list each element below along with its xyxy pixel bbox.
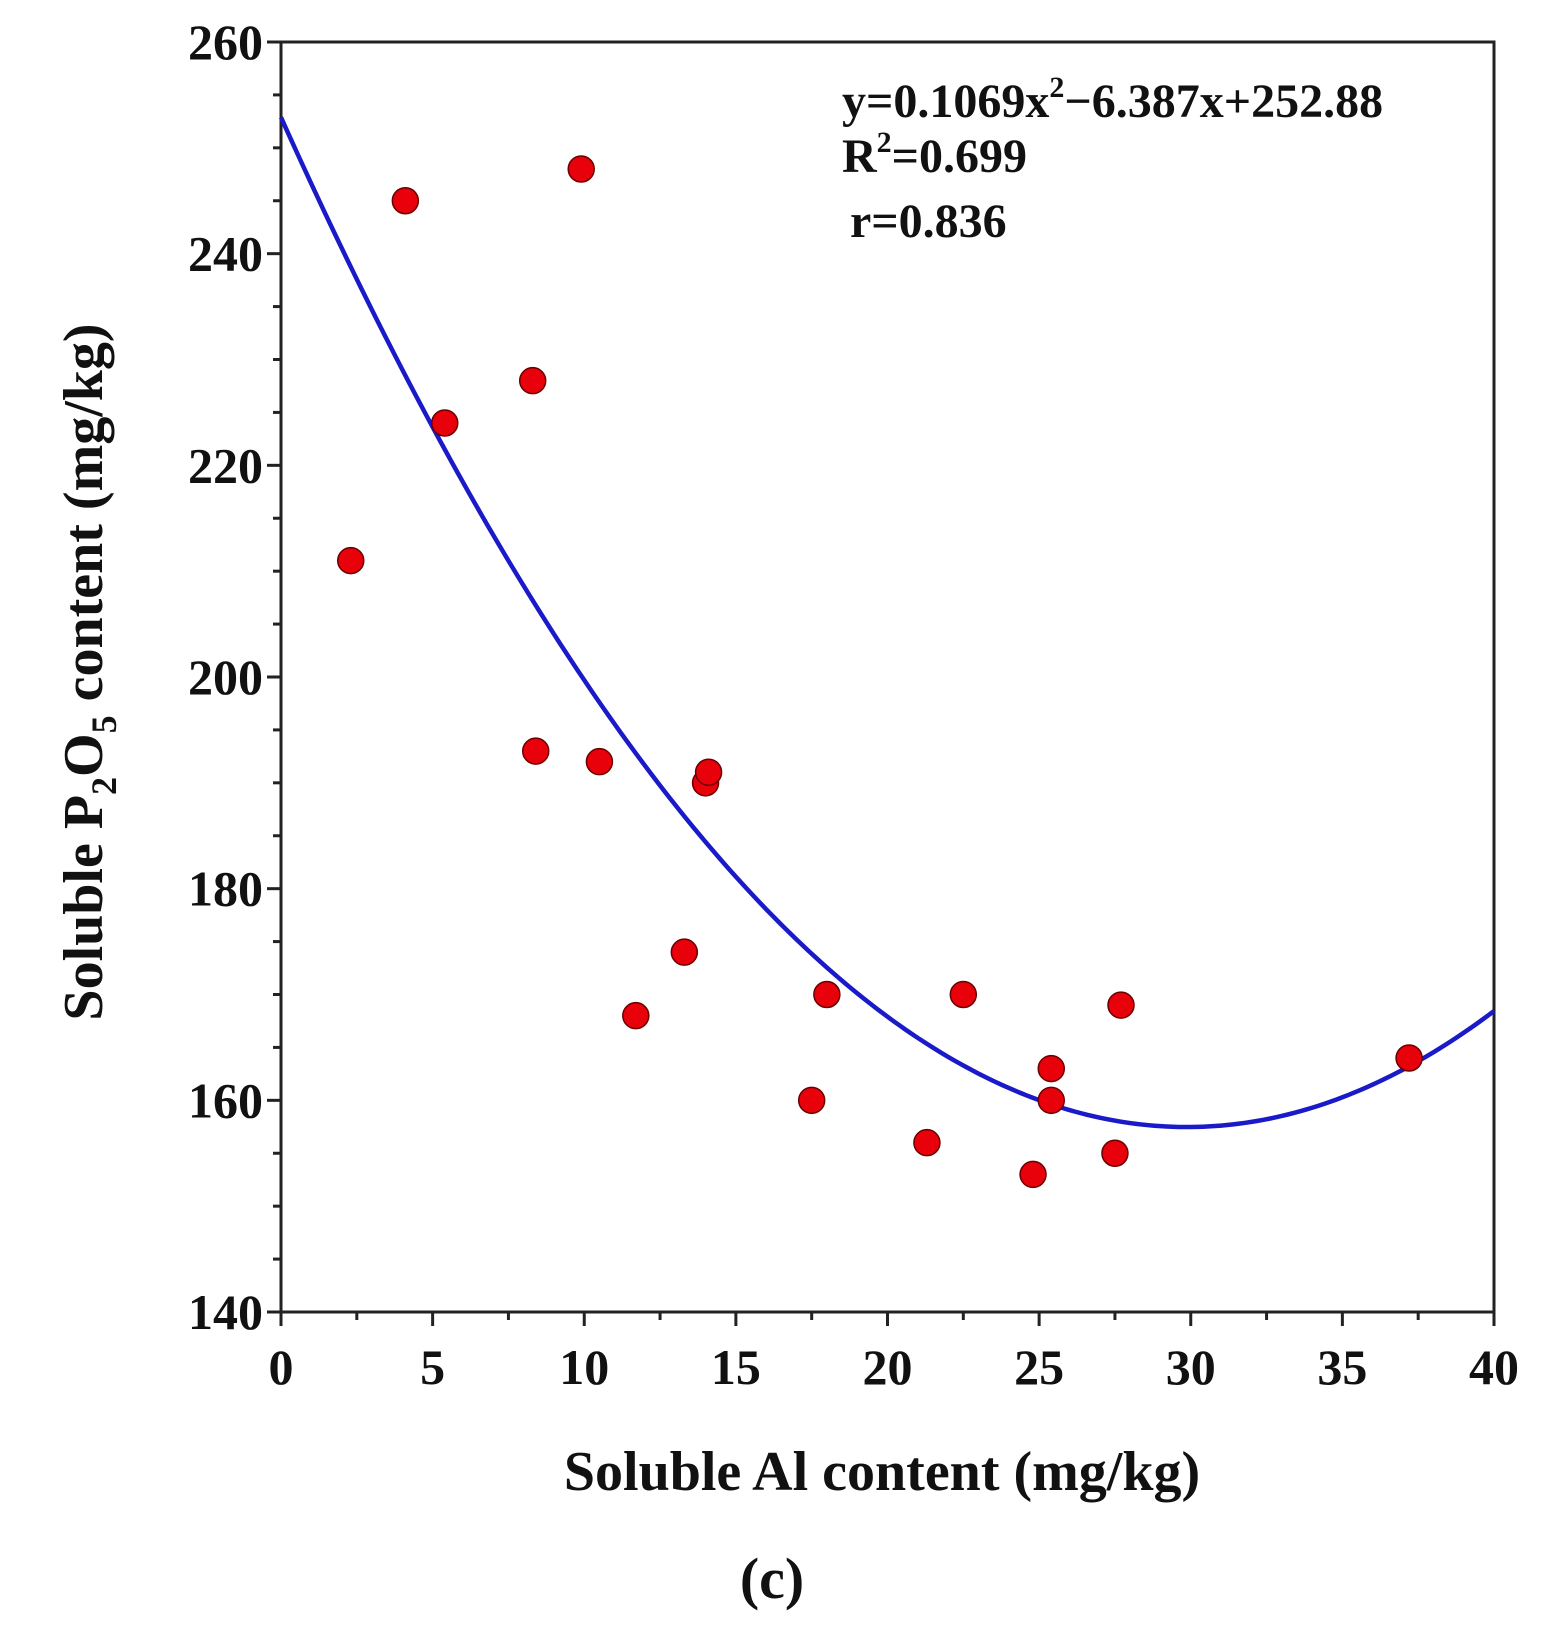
figure-caption: (c) [740, 1546, 804, 1611]
data-point [567, 155, 595, 183]
data-point [585, 747, 614, 776]
data-point [622, 1001, 650, 1030]
y-tick-label: 160 [188, 1072, 263, 1128]
y-axis-title: Soluble P2O5 content (mg/kg) [53, 323, 124, 1020]
data-point [1019, 1160, 1047, 1189]
data-point [431, 409, 459, 437]
data-point [1101, 1139, 1129, 1167]
y-tick-label: 240 [188, 226, 263, 282]
data-point [694, 758, 723, 786]
x-tick-label: 35 [1317, 1339, 1367, 1395]
r2-annotation: R2=0.699 [842, 126, 1027, 183]
data-point [391, 187, 420, 215]
data-point [521, 737, 550, 765]
data-point [1037, 1054, 1066, 1083]
data-point [1037, 1086, 1066, 1115]
points-layer [336, 155, 1423, 1189]
data-point [670, 938, 699, 966]
data-point [949, 980, 978, 1009]
equation-annotation: y=0.1069x2−6.387x+252.88 [842, 71, 1383, 128]
y-tick-label: 220 [188, 437, 263, 493]
fit-layer [278, 116, 1496, 1130]
axes: 0 5 10 15 20 25 30 35 40 140 160 180 200 220 240 260 [188, 14, 1519, 1395]
x-tick-label: 20 [863, 1339, 913, 1395]
fit-curve [278, 116, 1496, 1130]
data-point [913, 1128, 941, 1157]
x-tick-label: 25 [1014, 1339, 1064, 1395]
x-tick-label: 10 [559, 1339, 609, 1395]
data-point [1395, 1044, 1423, 1072]
data-point [813, 980, 841, 1009]
x-tick-label: 0 [269, 1339, 294, 1395]
y-tick-label: 180 [188, 861, 263, 917]
r-annotation: r=0.836 [850, 195, 1007, 248]
data-point [518, 366, 547, 395]
x-tick-label: 5 [420, 1339, 445, 1395]
data-point [797, 1086, 826, 1115]
y-tick-label: 140 [188, 1284, 263, 1340]
x-tick-label: 15 [711, 1339, 761, 1395]
data-point [1107, 991, 1135, 1019]
x-tick-label: 30 [1166, 1339, 1216, 1395]
y-tick-label: 260 [188, 14, 263, 70]
y-tick-label: 200 [188, 649, 263, 705]
x-tick-label: 40 [1469, 1339, 1519, 1395]
x-axis-title: Soluble Al content (mg/kg) [564, 1441, 1200, 1503]
data-point [336, 546, 365, 575]
